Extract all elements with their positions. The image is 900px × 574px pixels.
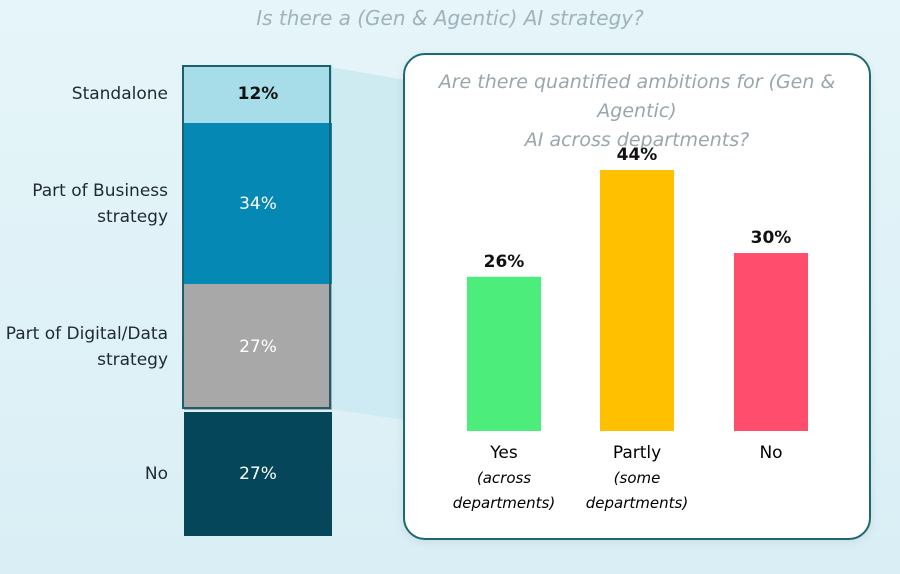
category-label: No: [759, 443, 782, 463]
bar-chart: 26% Yes (across departments) 44% Partly (some d…: [453, 145, 808, 512]
stack-segment-1: 34%: [184, 123, 332, 284]
segment-label: Part of Business strategy: [32, 180, 168, 227]
bar-2: [734, 253, 808, 431]
segment-label: Part of Digital/Data strategy: [5, 324, 168, 370]
category-sublabel: departments): [453, 494, 555, 512]
bar-value-label: 26%: [484, 252, 525, 272]
segment-value-label: 27%: [239, 337, 277, 357]
main-title: Is there a (Gen & Agentic) AI strategy?: [256, 6, 644, 30]
category-sublabel: departments): [586, 494, 688, 512]
segment-value-label: 34%: [239, 193, 277, 214]
stack-segment-0: 12%: [184, 65, 332, 123]
category-label: Yes: [489, 443, 518, 463]
segment-label: Standalone: [71, 84, 168, 104]
bar-0: [467, 276, 541, 431]
bar-1: [600, 170, 674, 431]
category-sublabel: (across: [477, 469, 531, 487]
bar-value-label: 30%: [751, 228, 792, 248]
bar-value-label: 44%: [617, 145, 658, 165]
stack-segment-3: 27%: [184, 412, 332, 536]
segment-value-label: 12%: [237, 84, 279, 104]
category-label: Partly: [613, 443, 661, 463]
segment-value-label: 27%: [239, 464, 277, 484]
category-sublabel: (some: [614, 469, 661, 487]
segment-label: No: [144, 464, 168, 484]
panel-title: Are there quantified ambitions for (Gen …: [438, 71, 836, 151]
stack-segment-2: 27%: [184, 284, 332, 410]
